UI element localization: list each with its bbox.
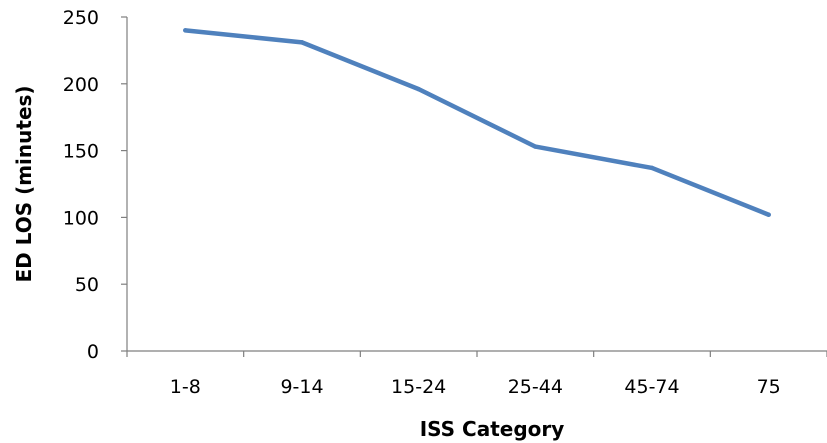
x-tick-label: 1-8 xyxy=(170,376,201,398)
series-line xyxy=(183,28,771,217)
x-tick-label: 15-24 xyxy=(391,376,446,398)
data-point xyxy=(766,212,771,217)
y-axis: 0 50 100 150 200 250 xyxy=(63,7,128,363)
x-axis: 1-8 9-14 15-24 25-44 45-74 75 xyxy=(126,350,827,398)
y-tick-label: 150 xyxy=(63,141,99,163)
y-tick-label: 0 xyxy=(87,341,99,363)
data-point xyxy=(416,86,421,92)
y-axis-title: ED LOS (minutes) xyxy=(12,85,36,282)
series-group xyxy=(183,28,771,217)
y-tick-label: 250 xyxy=(63,7,99,29)
x-axis-title: ISS Category xyxy=(420,417,565,441)
data-point xyxy=(299,40,305,45)
y-tick-label: 200 xyxy=(63,74,99,96)
x-tick-label: 45-74 xyxy=(624,376,679,398)
data-point xyxy=(183,28,188,33)
data-point xyxy=(533,144,538,149)
data-point xyxy=(649,165,655,171)
x-tick-label: 25-44 xyxy=(508,376,563,398)
x-tick-label: 9-14 xyxy=(280,376,323,398)
y-tick-label: 100 xyxy=(63,207,99,229)
x-tick-label: 75 xyxy=(757,376,781,398)
y-tick-label: 50 xyxy=(75,274,99,296)
